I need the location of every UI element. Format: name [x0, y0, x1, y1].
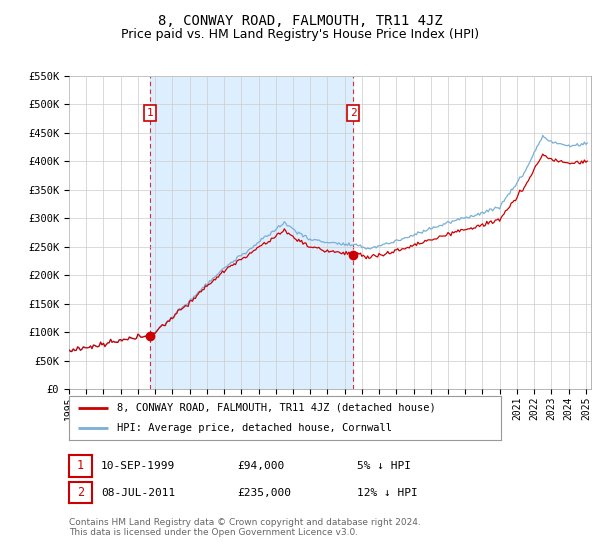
- Text: 10-SEP-1999: 10-SEP-1999: [101, 461, 175, 471]
- Text: Contains HM Land Registry data © Crown copyright and database right 2024.
This d: Contains HM Land Registry data © Crown c…: [69, 518, 421, 538]
- Text: HPI: Average price, detached house, Cornwall: HPI: Average price, detached house, Corn…: [116, 423, 392, 433]
- Text: 08-JUL-2011: 08-JUL-2011: [101, 488, 175, 498]
- Text: £235,000: £235,000: [237, 488, 291, 498]
- Text: 2: 2: [350, 108, 356, 118]
- Text: 12% ↓ HPI: 12% ↓ HPI: [357, 488, 418, 498]
- Text: 1: 1: [146, 108, 154, 118]
- Text: 1: 1: [77, 459, 84, 473]
- Text: 8, CONWAY ROAD, FALMOUTH, TR11 4JZ: 8, CONWAY ROAD, FALMOUTH, TR11 4JZ: [158, 14, 442, 28]
- Text: 8, CONWAY ROAD, FALMOUTH, TR11 4JZ (detached house): 8, CONWAY ROAD, FALMOUTH, TR11 4JZ (deta…: [116, 403, 435, 413]
- Text: 2: 2: [77, 486, 84, 500]
- Text: Price paid vs. HM Land Registry's House Price Index (HPI): Price paid vs. HM Land Registry's House …: [121, 28, 479, 41]
- Text: 5% ↓ HPI: 5% ↓ HPI: [357, 461, 411, 471]
- Bar: [150, 76, 353, 389]
- Text: £94,000: £94,000: [237, 461, 284, 471]
